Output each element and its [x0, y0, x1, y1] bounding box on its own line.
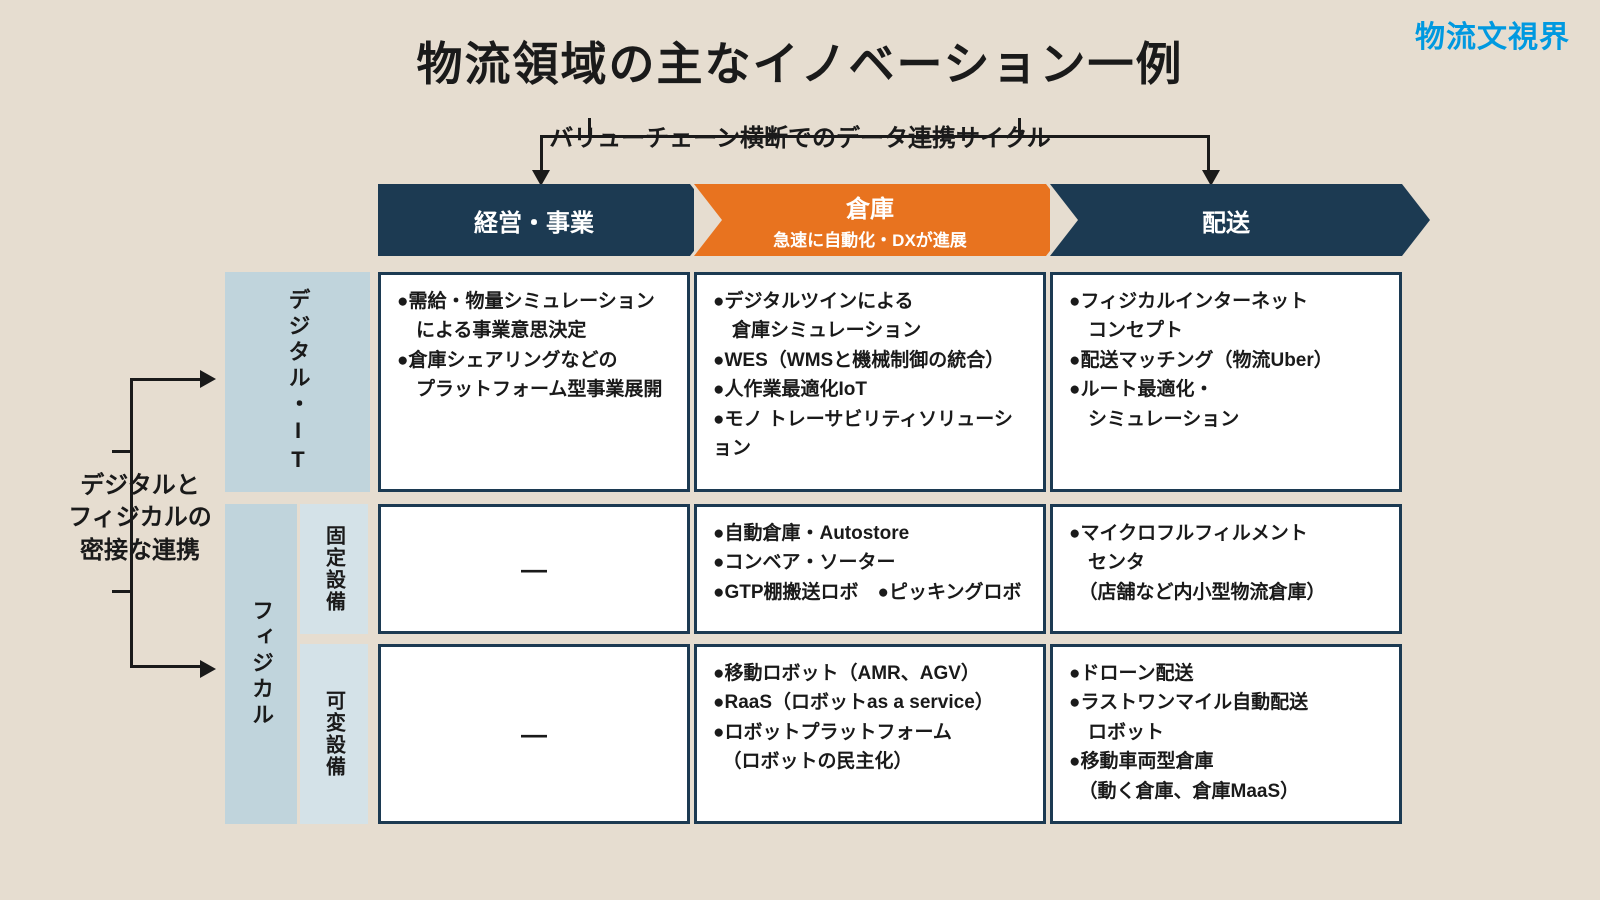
chevron-notch	[694, 184, 722, 256]
cell-business-variable: ―	[378, 644, 690, 824]
chevron-right-icon	[1402, 184, 1430, 256]
page-title: 物流領域の主なイノベーション一例	[0, 0, 1600, 94]
connector-stub	[588, 118, 591, 135]
top-connector	[540, 135, 1210, 173]
connector-stub	[112, 590, 130, 593]
arrow-right-icon	[200, 660, 216, 678]
connector-stub	[1018, 118, 1021, 135]
column-header-warehouse: 倉庫 急速に自動化・DXが進展	[694, 184, 1046, 256]
cell-warehouse-variable: ●移動ロボット（AMR、AGV）●RaaS（ロボットas a service）●…	[694, 644, 1046, 824]
cell-delivery-fixed: ●マイクロフルフィルメント センタ （店舗など内小型物流倉庫）	[1050, 504, 1402, 634]
column-header-delivery: 配送	[1050, 184, 1402, 256]
column-header-label: 経営・事業	[474, 203, 594, 238]
arrow-right-icon	[200, 370, 216, 388]
chevron-notch	[1050, 184, 1078, 256]
connector-stub	[112, 450, 130, 453]
row-label-variable: 可変設備	[300, 644, 368, 824]
column-header-business: 経営・事業	[378, 184, 690, 256]
row-label-digital: デジタル・IT	[225, 272, 370, 492]
cell-delivery-digital: ●フィジカルインターネット コンセプト●配送マッチング（物流Uber）●ルート最…	[1050, 272, 1402, 492]
column-header-sublabel: 急速に自動化・DXが進展	[773, 226, 967, 251]
brand-logo: 物流文視界	[1415, 12, 1570, 56]
left-connector	[130, 378, 200, 668]
cell-business-digital: ●需給・物量シミュレーション による事業意思決定●倉庫シェアリングなどの プラッ…	[378, 272, 690, 492]
cell-business-fixed: ―	[378, 504, 690, 634]
column-header-label: 倉庫	[846, 189, 894, 224]
cell-warehouse-fixed: ●自動倉庫・Autostore●コンベア・ソーター●GTP棚搬送ロボ ●ピッキン…	[694, 504, 1046, 634]
column-header-label: 配送	[1202, 203, 1250, 238]
cell-warehouse-digital: ●デジタルツインによる 倉庫シミュレーション●WES（WMSと機械制御の統合）●…	[694, 272, 1046, 492]
row-label-fixed: 固定設備	[300, 504, 368, 634]
cell-delivery-variable: ●ドローン配送●ラストワンマイル自動配送 ロボット●移動車両型倉庫 （動く倉庫、…	[1050, 644, 1402, 824]
row-label-physical: フィジカル	[225, 504, 297, 824]
